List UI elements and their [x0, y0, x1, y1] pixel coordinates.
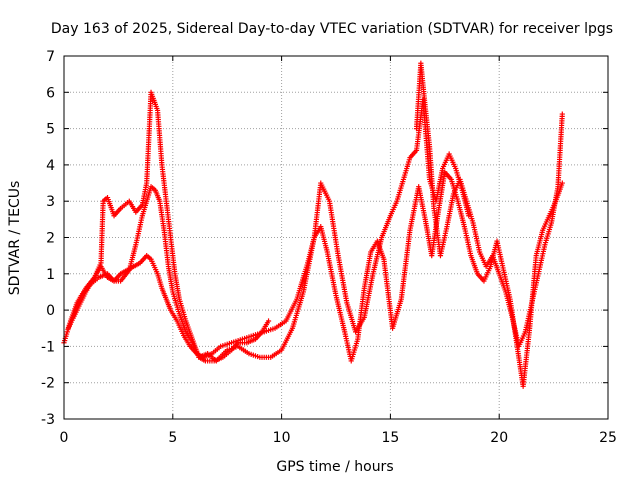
data-points	[61, 60, 565, 389]
axis-ticks	[63, 55, 609, 420]
y-tick-label: 4	[46, 158, 55, 174]
y-tick-label: 1	[46, 267, 55, 283]
chart-title: Day 163 of 2025, Sidereal Day-to-day VTE…	[51, 21, 613, 37]
data-point	[559, 111, 565, 117]
data-point	[265, 318, 272, 324]
y-tick-label: 2	[46, 231, 55, 247]
y-tick-label: -2	[41, 376, 55, 392]
x-tick-label: 15	[381, 430, 399, 446]
x-tick-label: 10	[273, 430, 291, 446]
x-axis-label: GPS time / hours	[276, 459, 393, 475]
y-axis-label: SDTVAR / TECUs	[7, 181, 23, 296]
y-tick-label: 6	[46, 85, 55, 101]
y-tick-label: 5	[46, 122, 55, 138]
y-tick-label: 3	[46, 194, 55, 210]
data-point	[559, 180, 565, 186]
y-tick-label: 0	[46, 303, 55, 319]
x-tick-label: 20	[490, 430, 508, 446]
y-tick-labels: -3 -2 -1 0 1 2 3 4 5 6 7	[41, 49, 55, 428]
x-tick-label: 25	[599, 430, 617, 446]
y-tick-label: -1	[41, 339, 55, 355]
series-trace-4	[413, 60, 565, 349]
grid-lines	[64, 56, 608, 419]
x-tick-label: 5	[168, 430, 177, 446]
y-tick-label: -3	[41, 412, 55, 428]
x-tick-labels: 0 5 10 15 20 25	[60, 430, 617, 446]
series-trace-3	[70, 169, 565, 389]
y-tick-label: 7	[46, 49, 55, 65]
x-tick-label: 0	[60, 430, 69, 446]
